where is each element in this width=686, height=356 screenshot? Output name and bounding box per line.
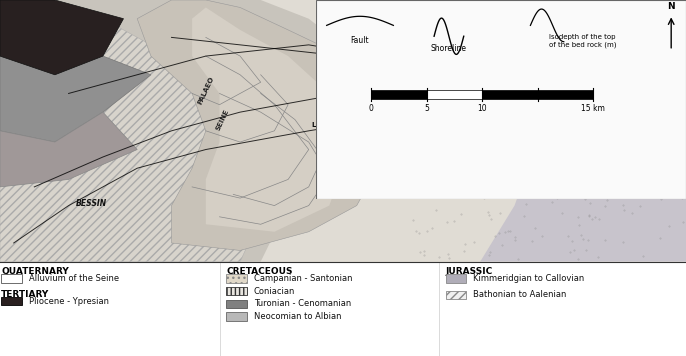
Text: QUATERNARY: QUATERNARY bbox=[1, 267, 69, 276]
Polygon shape bbox=[549, 94, 631, 131]
Polygon shape bbox=[0, 0, 123, 75]
Text: 10: 10 bbox=[477, 104, 487, 112]
Polygon shape bbox=[535, 67, 597, 101]
Polygon shape bbox=[0, 0, 274, 262]
Polygon shape bbox=[0, 56, 151, 142]
Text: Turonian - Cenomanian: Turonian - Cenomanian bbox=[254, 299, 351, 308]
Bar bbox=[226, 287, 247, 295]
Text: Rouen: Rouen bbox=[645, 111, 667, 117]
Text: SEINE: SEINE bbox=[215, 109, 230, 132]
Text: LE HAVRE: LE HAVRE bbox=[312, 122, 350, 128]
Polygon shape bbox=[137, 0, 398, 251]
Bar bbox=[371, 90, 427, 99]
Polygon shape bbox=[192, 7, 357, 232]
Text: Coniacian: Coniacian bbox=[254, 287, 295, 295]
Polygon shape bbox=[514, 64, 563, 90]
Text: Bathonian to Aalenian: Bathonian to Aalenian bbox=[473, 290, 567, 299]
Text: JURASSIC: JURASSIC bbox=[446, 267, 493, 276]
Text: Pliocene - Ypresian: Pliocene - Ypresian bbox=[29, 297, 109, 306]
Text: Campanian - Santonian: Campanian - Santonian bbox=[254, 274, 353, 283]
Text: 15 km: 15 km bbox=[582, 104, 605, 112]
Polygon shape bbox=[261, 0, 686, 262]
Bar bbox=[446, 274, 466, 283]
Text: CRETACEOUS: CRETACEOUS bbox=[226, 267, 293, 276]
Text: Isodepth of the top
of the bed rock (m): Isodepth of the top of the bed rock (m) bbox=[549, 35, 616, 48]
Text: 5: 5 bbox=[424, 104, 429, 112]
Bar bbox=[446, 291, 466, 299]
Text: Neocomian to Albian: Neocomian to Albian bbox=[254, 312, 342, 321]
Text: 0: 0 bbox=[368, 104, 374, 112]
Text: Kimmeridgian to Callovian: Kimmeridgian to Callovian bbox=[473, 274, 584, 283]
Polygon shape bbox=[377, 0, 686, 262]
Bar bbox=[226, 300, 247, 308]
Bar bbox=[226, 274, 247, 283]
Bar bbox=[427, 90, 482, 99]
Polygon shape bbox=[583, 138, 652, 168]
Bar bbox=[1, 274, 22, 283]
Polygon shape bbox=[343, 120, 549, 150]
Text: Fault: Fault bbox=[351, 37, 369, 46]
Polygon shape bbox=[329, 112, 446, 157]
Text: BESSIN: BESSIN bbox=[75, 199, 106, 208]
Bar bbox=[1, 297, 22, 305]
Bar bbox=[538, 90, 593, 99]
Text: Shoreline: Shoreline bbox=[431, 44, 467, 53]
Bar bbox=[226, 312, 247, 320]
Text: Alluvium of the Seine: Alluvium of the Seine bbox=[29, 274, 119, 283]
Text: TERTIARY: TERTIARY bbox=[1, 290, 49, 299]
Polygon shape bbox=[0, 112, 137, 187]
Text: N: N bbox=[667, 2, 675, 11]
Bar bbox=[482, 90, 538, 99]
Text: PALAEO: PALAEO bbox=[197, 75, 215, 106]
